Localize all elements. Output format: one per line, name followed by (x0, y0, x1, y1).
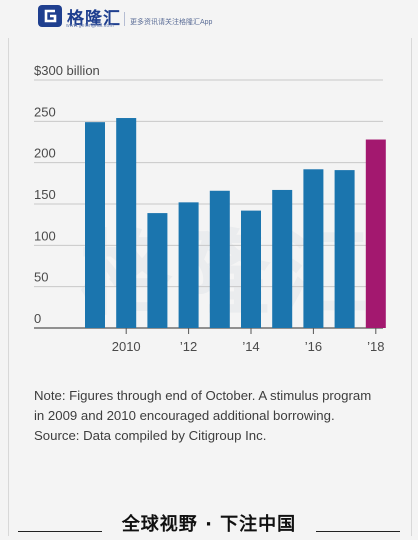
bar-2015 (272, 189, 293, 328)
footer-slogan: 全球视野 · 下注中国 (121, 514, 297, 535)
x-tick-label: ’18 (367, 339, 384, 354)
chart-frame (8, 38, 412, 536)
bar-2013 (209, 190, 230, 328)
bar-chart: $300 billion 250 200 150 100 50 0 2010 ’12 ’14 ’1… (34, 63, 386, 354)
bar-2011 (147, 213, 168, 328)
x-axis-labels: 2010 ’12 ’14 ’16 ’18 (112, 328, 384, 354)
y-tick-label: 50 (34, 270, 48, 285)
bar-2009 (85, 122, 105, 328)
bar-2018 (365, 139, 386, 328)
x-tick-label: ’14 (242, 339, 259, 354)
note-text: Note: Figures through end of October. A … (34, 388, 372, 423)
bars (85, 118, 386, 328)
y-tick-label: 200 (34, 146, 56, 161)
logo-tagline: 更多资讯请关注格隆汇App (130, 19, 213, 26)
footer-rule-right (316, 531, 400, 532)
logo-text: 格隆汇 (67, 9, 121, 29)
y-tick-label: $300 billion (34, 63, 100, 78)
chart-note: Note: Figures through end of October. A … (34, 386, 384, 446)
g-logo-icon (38, 5, 62, 27)
header: 格隆汇 www.gelonghui.com 更多资讯请关注格隆汇App (0, 0, 418, 34)
bar-2016 (303, 169, 324, 328)
logo-url: www.gelonghui.com (66, 23, 114, 29)
source-text: Source: Data compiled by Citigroup Inc. (34, 428, 267, 443)
y-tick-label: 100 (34, 228, 56, 243)
header-divider (124, 12, 125, 26)
bar-2017 (334, 170, 355, 328)
bar-2012 (178, 202, 199, 328)
y-axis-labels: $300 billion 250 200 150 100 50 0 (34, 63, 100, 326)
y-tick-label: 150 (34, 187, 56, 202)
footer-rule-left (18, 531, 102, 532)
x-tick-label: ’12 (180, 339, 197, 354)
y-tick-label: 0 (34, 311, 41, 326)
x-tick-label: ’16 (305, 339, 322, 354)
y-tick-label: 250 (34, 104, 56, 119)
bar-2014 (241, 210, 261, 328)
bar-2010 (116, 118, 137, 328)
x-tick-label: 2010 (112, 339, 141, 354)
